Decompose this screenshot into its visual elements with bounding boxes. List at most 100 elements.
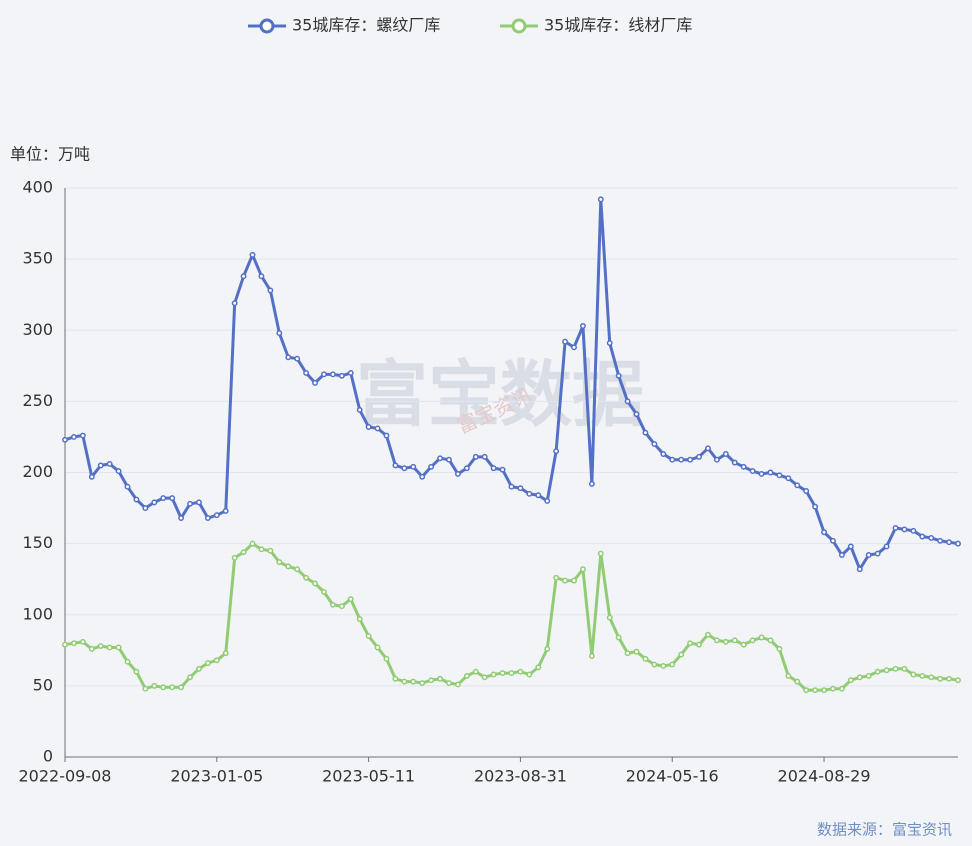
legend-label: 35城库存：螺纹厂库 <box>292 16 440 35</box>
point <box>258 273 265 280</box>
point <box>767 637 774 644</box>
point <box>124 658 131 665</box>
point <box>705 445 711 452</box>
point <box>785 475 792 482</box>
point <box>687 456 694 463</box>
point <box>258 546 265 553</box>
point <box>356 616 363 622</box>
point <box>97 462 104 469</box>
point <box>633 648 640 655</box>
point <box>249 540 256 547</box>
point <box>910 527 917 534</box>
point <box>722 638 729 645</box>
y-tick-label: 300 <box>22 320 53 339</box>
point <box>410 463 417 470</box>
point <box>579 566 586 573</box>
point <box>312 379 318 386</box>
point <box>204 660 211 667</box>
y-tick-label: 400 <box>22 178 53 197</box>
point <box>597 196 604 203</box>
y-tick-label: 100 <box>22 604 53 623</box>
point <box>740 463 747 470</box>
point <box>222 507 229 514</box>
point <box>312 580 318 587</box>
point <box>669 661 676 668</box>
point <box>696 453 702 460</box>
point <box>365 424 372 430</box>
x-tick-label: 2023-05-11 <box>322 767 415 786</box>
point <box>651 661 658 668</box>
point <box>883 543 890 550</box>
point <box>758 634 765 641</box>
point <box>276 559 283 566</box>
point <box>169 495 176 502</box>
point <box>892 525 899 531</box>
point <box>776 645 783 652</box>
point <box>562 338 569 345</box>
point <box>553 574 560 581</box>
point <box>713 456 720 463</box>
point <box>88 473 95 480</box>
point <box>892 665 899 672</box>
point <box>830 685 836 692</box>
point <box>946 539 953 546</box>
point <box>169 684 176 691</box>
point <box>731 459 738 466</box>
point <box>79 638 86 645</box>
point <box>392 462 399 469</box>
x-tick-label: 2024-05-16 <box>626 767 719 786</box>
point <box>285 563 292 570</box>
point <box>705 631 711 638</box>
point <box>79 432 86 439</box>
point <box>847 543 854 550</box>
point <box>285 354 292 361</box>
x-tick-label: 2023-08-31 <box>474 767 567 786</box>
point <box>838 685 845 692</box>
point <box>642 655 649 662</box>
point <box>606 340 613 347</box>
y-tick-label: 150 <box>22 533 53 552</box>
point <box>624 398 631 405</box>
legend-marker <box>511 18 527 34</box>
point <box>910 671 917 678</box>
point <box>374 644 381 651</box>
point <box>338 372 345 379</box>
point <box>883 667 890 674</box>
point <box>62 641 68 648</box>
point <box>178 515 185 521</box>
point <box>624 650 631 657</box>
point <box>579 323 586 329</box>
point <box>160 495 167 502</box>
point <box>535 664 542 671</box>
point <box>196 665 202 672</box>
point <box>919 672 926 679</box>
point <box>347 596 354 603</box>
point <box>294 355 301 362</box>
point <box>454 470 461 477</box>
point <box>303 574 310 581</box>
point <box>196 499 202 506</box>
point <box>794 482 801 489</box>
point <box>240 549 247 556</box>
point <box>437 455 444 462</box>
point <box>803 488 810 494</box>
point <box>928 674 935 681</box>
point <box>222 650 229 657</box>
point <box>901 526 908 533</box>
point <box>249 251 256 258</box>
point <box>678 456 685 463</box>
point <box>937 537 944 544</box>
point <box>454 681 461 688</box>
point <box>472 668 479 675</box>
point <box>463 465 470 472</box>
point <box>499 466 506 473</box>
point <box>267 547 274 554</box>
point <box>678 651 685 658</box>
point <box>187 500 193 507</box>
point <box>240 273 247 280</box>
point <box>204 515 211 521</box>
point <box>62 436 68 443</box>
point <box>847 677 854 684</box>
point <box>276 330 283 337</box>
